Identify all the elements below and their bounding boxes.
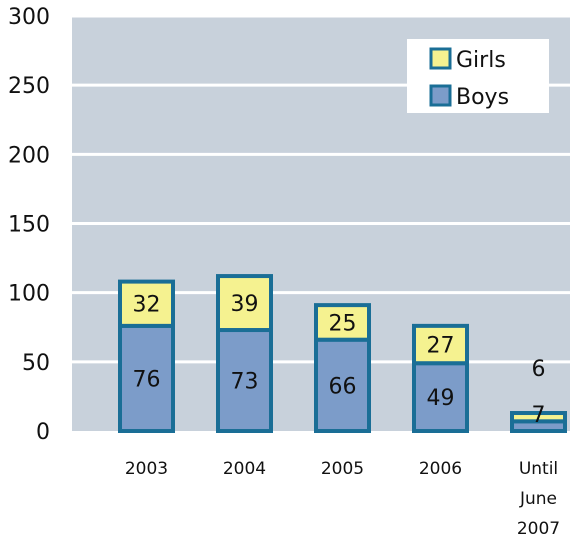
x-tick-label: June: [519, 489, 557, 509]
x-tick-label: Until: [519, 459, 558, 479]
legend-label-boys: Boys: [456, 85, 509, 110]
data-label-girls: 39: [231, 292, 259, 317]
data-label-girls: 27: [427, 334, 455, 359]
x-tick-label: 2005: [321, 459, 364, 479]
y-tick-label: 200: [8, 143, 50, 168]
data-label-boys: 49: [427, 386, 455, 411]
y-tick-label: 250: [8, 74, 50, 99]
legend-label-girls: Girls: [456, 48, 506, 73]
bar-segment-girls: [118, 279, 175, 328]
legend-swatch-boys: [429, 84, 452, 107]
legend-swatch-girls: [429, 47, 452, 70]
data-label-girls: 6: [532, 357, 546, 382]
bar-segment-girls: [510, 411, 567, 424]
y-tick-label: 100: [8, 282, 50, 307]
y-axis: 0 50 100 150 200 250 300: [8, 5, 50, 445]
bar-segment-boys: [216, 328, 273, 433]
x-tick-label: 2007: [517, 519, 560, 539]
data-label-boys: 66: [329, 374, 357, 399]
x-tick-label: 2006: [419, 459, 462, 479]
data-label-girls: 32: [133, 293, 161, 318]
x-axis: 2003 2004 2005 2006 Until June 2007: [125, 459, 560, 539]
x-tick-label: 2003: [125, 459, 168, 479]
legend: Girls Boys: [407, 39, 549, 113]
data-label-girls: 25: [329, 311, 357, 336]
y-tick-label: 0: [36, 420, 50, 445]
x-tick-label: 2004: [223, 459, 266, 479]
y-tick-label: 50: [22, 351, 50, 376]
bar-segment-girls: [314, 303, 371, 342]
y-tick-label: 300: [8, 5, 50, 30]
bar-segment-girls: [216, 274, 273, 333]
y-tick-label: 150: [8, 213, 50, 238]
data-label-boys: 73: [231, 370, 259, 395]
data-label-boys: 76: [133, 367, 161, 392]
bar-segment-girls: [412, 323, 469, 366]
data-label-boys: 7: [532, 403, 546, 428]
